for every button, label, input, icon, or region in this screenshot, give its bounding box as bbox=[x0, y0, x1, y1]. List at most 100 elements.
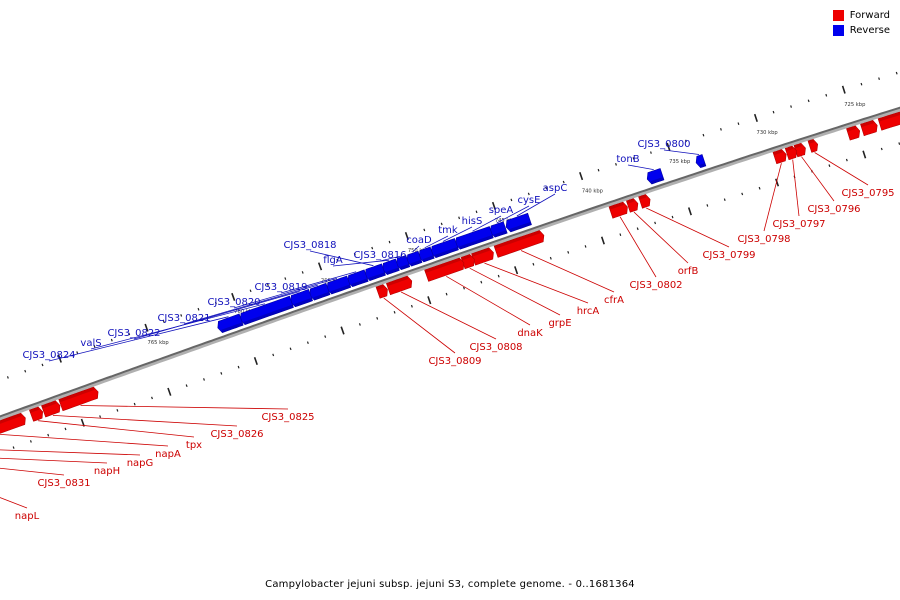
tick-label: 765 kbp bbox=[148, 340, 170, 346]
leader-napL bbox=[0, 497, 28, 509]
gene-label-CJS3_0819: CJS3_0819 bbox=[254, 282, 307, 293]
gene-shade bbox=[434, 247, 459, 258]
gene-label-orfB: orfB bbox=[678, 266, 699, 277]
tick-mark bbox=[636, 227, 639, 231]
leader-grpE bbox=[469, 267, 561, 316]
gene-shade bbox=[494, 230, 508, 238]
leader-CJS3_0797 bbox=[792, 159, 800, 217]
leader-valS bbox=[90, 303, 266, 350]
tick-mark bbox=[772, 110, 775, 114]
tick-mark bbox=[353, 252, 356, 256]
tick-mark bbox=[845, 158, 848, 162]
tick-mark bbox=[231, 292, 236, 301]
tick-mark bbox=[880, 147, 883, 151]
gene-label-speA: speA bbox=[489, 205, 514, 216]
tick-mark bbox=[632, 157, 635, 160]
tick-label: 735 kbp bbox=[669, 159, 691, 165]
backbone-shadow bbox=[0, 108, 900, 421]
tick-mark bbox=[497, 274, 500, 278]
gene-label-coaD: coaD bbox=[406, 235, 432, 246]
tick-mark bbox=[545, 186, 548, 190]
tick-mark bbox=[41, 363, 44, 367]
leader-tmk bbox=[424, 235, 449, 249]
gene-shade bbox=[313, 291, 330, 301]
tick-mark bbox=[167, 387, 172, 396]
tick-mark bbox=[57, 354, 62, 363]
leader-CJS3_0822 bbox=[133, 291, 300, 340]
gene-label-CJS3_0824: CJS3_0824 bbox=[22, 350, 75, 361]
tick-mark bbox=[687, 207, 692, 216]
gene-shade bbox=[386, 276, 409, 287]
tick-mark bbox=[510, 198, 513, 202]
gene-label-CJS3_0799: CJS3_0799 bbox=[702, 250, 755, 261]
tick-mark bbox=[220, 372, 223, 375]
gene-shade bbox=[351, 278, 369, 287]
gene-label-CJS3_0798: CJS3_0798 bbox=[737, 234, 790, 245]
tick-mark bbox=[93, 345, 96, 348]
gene-shade bbox=[461, 254, 471, 261]
gene-shade bbox=[794, 143, 802, 149]
gene-shade bbox=[494, 230, 541, 249]
tick-mark bbox=[654, 221, 657, 225]
gene-CJS3_0825 bbox=[58, 386, 99, 412]
leader-CJS3_0795 bbox=[814, 152, 869, 186]
legend-reverse: Reverse bbox=[832, 23, 890, 38]
gene-shade bbox=[294, 297, 313, 307]
gene-label-CJS3_0826: CJS3_0826 bbox=[210, 429, 263, 440]
gene-shade bbox=[878, 111, 900, 122]
tick-mark bbox=[237, 365, 240, 369]
leader-CJS3_0800 bbox=[663, 149, 700, 155]
gene-label-hisS: hisS bbox=[462, 216, 483, 227]
tick-mark bbox=[720, 128, 722, 131]
tick-mark bbox=[562, 180, 565, 184]
gene-shade bbox=[773, 149, 783, 156]
gene-label-cfrA: cfrA bbox=[604, 295, 624, 306]
gene-shade bbox=[400, 263, 410, 270]
kbp-ticks: 725 kbp 730 kbp 735 kbp 740 kbp 745 kbp 750 k… bbox=[6, 71, 900, 449]
leader-CJS3_0816 bbox=[379, 255, 402, 262]
tick-mark bbox=[775, 178, 780, 187]
forward-swatch bbox=[832, 10, 844, 21]
legend: Forward Reverse bbox=[832, 8, 890, 38]
gene-shade bbox=[808, 139, 815, 144]
gene-label-CJS3_0802: CJS3_0802 bbox=[629, 280, 682, 291]
tick-mark bbox=[790, 105, 792, 108]
tick-mark bbox=[358, 323, 361, 326]
gene-label-CJS3_0822: CJS3_0822 bbox=[107, 328, 160, 339]
gene-label-CJS3_0796: CJS3_0796 bbox=[807, 204, 860, 215]
tick-mark bbox=[180, 314, 183, 317]
tick-mark bbox=[702, 133, 705, 137]
tick-mark bbox=[249, 289, 252, 293]
gene-label-napG: napG bbox=[127, 458, 154, 469]
tick-mark bbox=[144, 323, 149, 332]
tick-mark bbox=[666, 142, 671, 151]
leader-dnaK bbox=[446, 275, 531, 326]
gene-shade bbox=[626, 198, 635, 204]
label-leaders bbox=[0, 149, 869, 509]
leader-CJS3_0798 bbox=[763, 163, 782, 232]
gene-label-tonB: tonB bbox=[616, 154, 639, 165]
leader-CJS3_0809 bbox=[383, 297, 456, 354]
gene-label-grpE: grpE bbox=[548, 318, 571, 329]
tick-mark bbox=[532, 262, 535, 266]
tick-mark bbox=[76, 351, 79, 354]
tick-mark bbox=[741, 192, 744, 196]
tick-mark bbox=[128, 332, 131, 336]
leader-CJS3_0802 bbox=[619, 216, 657, 278]
tick-mark bbox=[671, 215, 674, 219]
gene-shade bbox=[29, 406, 40, 413]
gene-shade bbox=[58, 387, 95, 403]
tick-mark bbox=[301, 271, 304, 274]
leader-CJS3_0808 bbox=[400, 291, 497, 340]
tick-mark bbox=[458, 216, 461, 220]
gene-label-napL: napL bbox=[15, 511, 40, 522]
leader-tpx bbox=[38, 420, 195, 438]
gene-shade bbox=[846, 125, 857, 132]
leader-cfrA bbox=[520, 250, 615, 293]
tick-label: 750 kbp bbox=[408, 248, 430, 254]
tick-mark bbox=[427, 296, 432, 305]
tick-mark bbox=[600, 236, 605, 245]
tick-mark bbox=[64, 427, 67, 431]
tick-mark bbox=[475, 210, 478, 214]
